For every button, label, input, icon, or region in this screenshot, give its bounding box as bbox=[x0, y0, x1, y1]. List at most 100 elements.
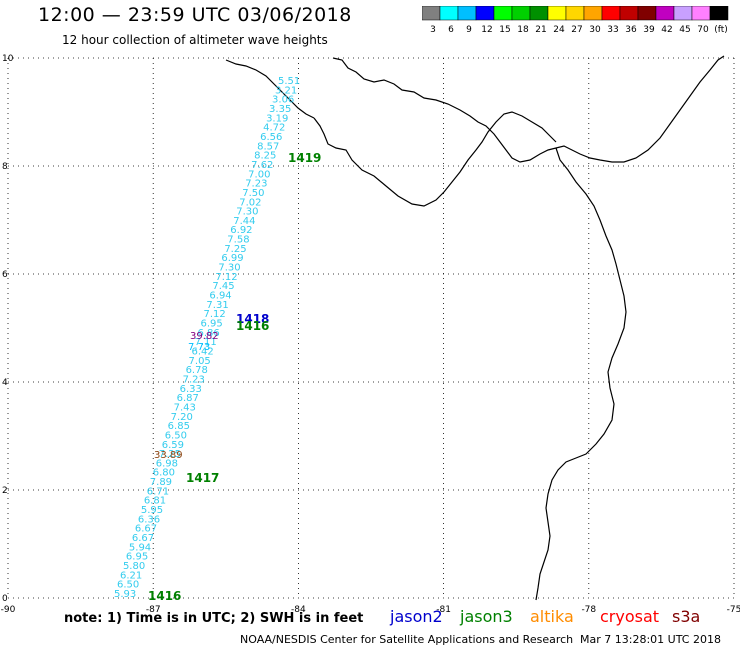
colorbar-label: 3 bbox=[430, 25, 436, 35]
x-tick-label: -84 bbox=[291, 605, 306, 615]
track-value: 8.57 bbox=[257, 141, 279, 152]
track-value: 7.05 bbox=[189, 356, 211, 367]
track-value: 6.81 bbox=[144, 496, 166, 507]
track-value: 6.21 bbox=[120, 570, 142, 581]
pass-label: 1416 bbox=[236, 319, 269, 333]
colorbar-label: (ft) bbox=[714, 25, 728, 35]
track-value: 3.35 bbox=[269, 104, 291, 115]
track-value: 5.80 bbox=[123, 561, 145, 572]
colorbar-label: 9 bbox=[466, 25, 472, 35]
track-value: 6.85 bbox=[168, 421, 190, 432]
x-tick-label: -87 bbox=[146, 605, 161, 615]
colorbar-label: 30 bbox=[589, 25, 601, 35]
track-value: 6.36 bbox=[138, 514, 160, 525]
colorbar-label: 24 bbox=[553, 25, 565, 35]
track-value: 5.94 bbox=[129, 542, 151, 553]
footer-credit: NOAA/NESDIS Center for Satellite Applica… bbox=[240, 633, 574, 646]
units-note: note: 1) Time is in UTC; 2) SWH is in fe… bbox=[64, 611, 364, 626]
map-grid bbox=[7, 57, 735, 599]
track-value: 6.98 bbox=[156, 458, 178, 469]
y-tick-label: 4 bbox=[2, 378, 8, 388]
coastline-gulf bbox=[313, 111, 557, 207]
track-value: 7.50 bbox=[242, 188, 264, 199]
track-value: 6.94 bbox=[209, 291, 231, 302]
track-value: 3.06 bbox=[272, 95, 294, 106]
axis-labels: -90 -87 -84 -81 -78 -75 0 2 4 6 8 10 bbox=[1, 54, 740, 615]
track-value: 7.12 bbox=[215, 272, 237, 283]
colorbar-label: 70 bbox=[697, 25, 709, 35]
track-value: 7.02 bbox=[239, 197, 261, 208]
pass-label: 1419 bbox=[288, 151, 321, 165]
track-value: 7.62 bbox=[251, 160, 273, 171]
pass-label: 1418 bbox=[236, 312, 269, 326]
y-tick-label: 0 bbox=[2, 594, 8, 604]
colorbar-swatch bbox=[709, 6, 729, 21]
track-value: 6.67 bbox=[132, 533, 154, 544]
track-value: 6.59 bbox=[162, 440, 184, 451]
legend-altika: altika bbox=[530, 607, 574, 626]
track-value: 6.86 bbox=[197, 328, 219, 339]
colorbar-label: 33 bbox=[607, 25, 618, 35]
legend-jason2: jason2 bbox=[390, 607, 443, 626]
x-tick-label: -78 bbox=[581, 605, 596, 615]
x-tick-label: -81 bbox=[436, 605, 451, 615]
track-value: 5.51 bbox=[278, 76, 300, 87]
track-value: 7.20 bbox=[171, 412, 193, 423]
track-outlier: 39.82 bbox=[190, 331, 219, 342]
track-value: 7.45 bbox=[212, 281, 234, 292]
x-tick-label: -75 bbox=[727, 605, 740, 615]
track-value: 5.93 bbox=[114, 589, 136, 600]
track-value: 6.92 bbox=[230, 225, 252, 236]
legend-jason3: jason3 bbox=[460, 607, 513, 626]
track-value: 7.23 bbox=[183, 374, 205, 385]
wave-height-track: 5.936.506.215.806.955.946.676.676.365.95… bbox=[114, 76, 300, 600]
track-value: 6.56 bbox=[260, 132, 282, 143]
y-tick-label: 8 bbox=[2, 162, 8, 172]
track-value: 7.30 bbox=[236, 207, 258, 218]
y-tick-label: 6 bbox=[2, 270, 8, 280]
legend-s3a: s3a bbox=[672, 607, 701, 626]
track-value: 6.50 bbox=[117, 580, 139, 591]
legend-cryosat: cryosat bbox=[600, 607, 660, 626]
y-tick-label: 10 bbox=[2, 54, 14, 64]
track-value: 3.21 bbox=[275, 85, 297, 96]
pass-label: 1417 bbox=[186, 471, 219, 485]
track-value: 7.31 bbox=[206, 300, 228, 311]
track-value: 6.95 bbox=[126, 552, 148, 563]
colorbar-label: 36 bbox=[625, 25, 637, 35]
x-tick-label: -90 bbox=[1, 605, 16, 615]
track-value: 8.25 bbox=[254, 151, 276, 162]
coastline-panama-west bbox=[225, 59, 315, 119]
colorbar-label: 21 bbox=[535, 25, 546, 35]
track-value: 7.58 bbox=[227, 235, 249, 246]
track-value: 7.11 bbox=[195, 337, 217, 348]
colorbar-label: 18 bbox=[517, 25, 529, 35]
track-value: 6.67 bbox=[135, 524, 157, 535]
coastline-pacific bbox=[535, 147, 627, 601]
track-value: 5.95 bbox=[141, 505, 163, 516]
track-outlier: 7.73 bbox=[188, 342, 210, 353]
track-value: 6.99 bbox=[221, 253, 243, 264]
track-value: 6.87 bbox=[177, 393, 199, 404]
colorbar-label: 12 bbox=[481, 25, 492, 35]
track-value: 7.00 bbox=[248, 169, 270, 180]
track-value: 4.72 bbox=[263, 123, 285, 134]
footer-timestamp: Mar 7 13:28:01 UTC 2018 bbox=[580, 633, 721, 646]
track-value: 6.80 bbox=[153, 468, 175, 479]
track-value: 6.33 bbox=[180, 384, 202, 395]
track-value: 3.19 bbox=[266, 113, 288, 124]
track-value: 6.42 bbox=[192, 346, 214, 357]
y-tick-label: 2 bbox=[2, 486, 8, 496]
map-subtitle: 12 hour collection of altimeter wave hei… bbox=[62, 33, 328, 47]
track-value: 7.23 bbox=[245, 179, 267, 190]
track-value: 7.44 bbox=[233, 216, 255, 227]
map-title: 12:00 — 23:59 UTC 03/06/2018 bbox=[38, 4, 352, 26]
track-value: 7.30 bbox=[218, 263, 240, 274]
colorbar-label: 27 bbox=[571, 25, 582, 35]
coastline bbox=[225, 55, 725, 601]
track-value: 7.89 bbox=[150, 477, 172, 488]
wave-height-colorbar: 3 6 9 12 15 18 21 24 27 30 33 36 39 42 45 70 (ft) bbox=[422, 6, 729, 35]
track-value: 6.71 bbox=[147, 486, 169, 497]
